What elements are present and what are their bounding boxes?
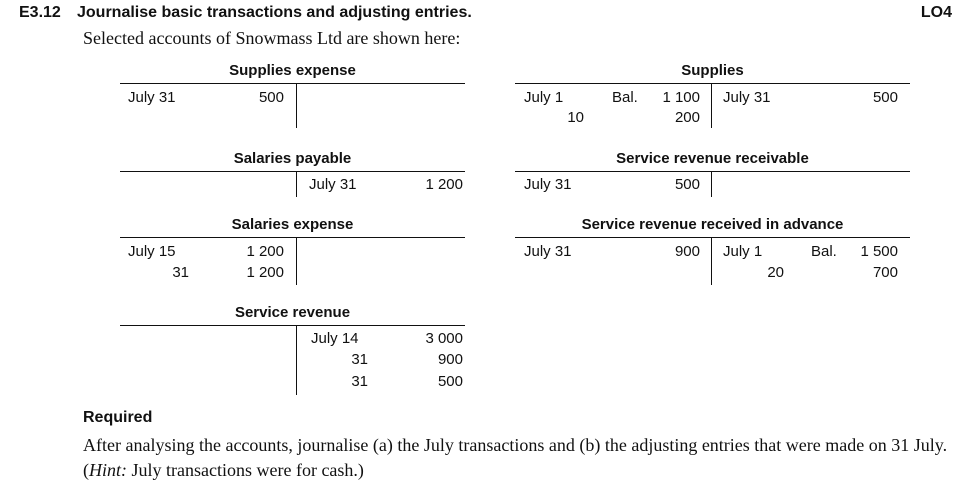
learning-objective: LO4 — [920, 4, 952, 21]
t-account-vertical-line — [296, 325, 297, 395]
credit-amount: 900 — [437, 351, 463, 368]
debit-date: July 15 — [128, 243, 176, 260]
t-account-horizontal-line — [120, 171, 465, 172]
t-account-title: Service revenue received in advance — [581, 216, 844, 233]
t-account-horizontal-line — [120, 83, 465, 84]
credit-date: July 14 — [311, 330, 359, 347]
debit-date: July 31 — [524, 176, 572, 193]
t-account-title: Salaries expense — [231, 216, 354, 233]
debit-date: July 1 — [524, 89, 564, 106]
debit-amount: 500 — [258, 89, 284, 106]
credit-amount: 1 200 — [425, 176, 463, 193]
debit-amount: 500 — [674, 176, 700, 193]
credit-amount: 1 500 — [860, 243, 898, 260]
t-account-title: Salaries payable — [233, 150, 352, 167]
t-account-vertical-line — [711, 83, 712, 128]
debit-amount: 1 200 — [246, 243, 284, 260]
credit-date: July 1 — [723, 243, 763, 260]
exercise-intro: Selected accounts of Snowmass Ltd are sh… — [83, 28, 461, 48]
credit-amount: 700 — [872, 264, 898, 281]
debit-amount: 1 100 — [662, 89, 700, 106]
t-account-title: Supplies expense — [229, 62, 356, 79]
t-account-vertical-line — [296, 171, 297, 197]
t-account-vertical-line — [296, 237, 297, 285]
required-heading: Required — [83, 409, 153, 426]
debit-date: July 31 — [128, 89, 176, 106]
t-account-horizontal-line — [515, 171, 910, 172]
balance-label: Bal. — [811, 243, 837, 260]
debit-amount: 1 200 — [246, 264, 284, 281]
credit-date: July 31 — [723, 89, 771, 106]
debit-amount: 200 — [674, 109, 700, 126]
required-text-part-2: July transactions were for cash.) — [127, 460, 364, 480]
t-account-horizontal-line — [515, 237, 910, 238]
credit-amount: 500 — [872, 89, 898, 106]
credit-date: 31 — [351, 351, 368, 368]
t-account-vertical-line — [296, 83, 297, 128]
t-account-title: Supplies — [681, 62, 744, 79]
exercise-title: Journalise basic transactions and adjust… — [77, 4, 472, 21]
required-text: After analysing the accounts, journalise… — [83, 433, 963, 483]
t-account-title: Service revenue — [234, 304, 351, 321]
t-account-vertical-line — [711, 237, 712, 285]
t-account-horizontal-line — [120, 325, 465, 326]
credit-date: 20 — [767, 264, 784, 281]
balance-label: Bal. — [612, 89, 638, 106]
t-account-title: Service revenue receivable — [616, 150, 809, 167]
t-account-horizontal-line — [515, 83, 910, 84]
credit-date: 31 — [351, 373, 368, 390]
debit-date: July 31 — [524, 243, 572, 260]
debit-amount: 900 — [674, 243, 700, 260]
credit-amount: 500 — [437, 373, 463, 390]
t-account-vertical-line — [711, 171, 712, 197]
debit-date: 10 — [567, 109, 584, 126]
t-account-horizontal-line — [120, 237, 465, 238]
credit-date: July 31 — [309, 176, 357, 193]
debit-date: 31 — [172, 264, 189, 281]
required-text-part-1: After analysing the accounts, journalise… — [83, 435, 948, 480]
hint-label: Hint: — [89, 460, 127, 480]
credit-amount: 3 000 — [425, 330, 463, 347]
exercise-number: E3.12 — [19, 4, 61, 21]
